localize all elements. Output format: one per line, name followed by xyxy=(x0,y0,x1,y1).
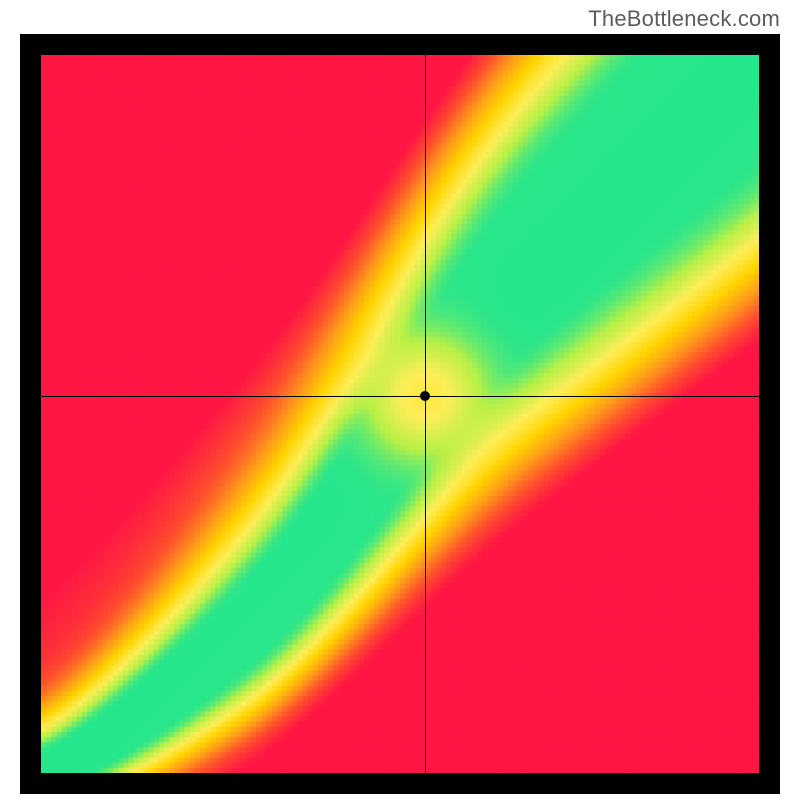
chart-container: TheBottleneck.com xyxy=(0,0,800,800)
plot-border-bottom xyxy=(20,773,780,794)
plot-border-top xyxy=(20,34,780,55)
bottleneck-heatmap xyxy=(41,55,759,773)
plot-border-right xyxy=(759,34,780,794)
crosshair-horizontal xyxy=(41,396,759,397)
watermark-text: TheBottleneck.com xyxy=(588,6,780,32)
plot-border-left xyxy=(20,34,41,794)
crosshair-vertical xyxy=(425,55,426,773)
